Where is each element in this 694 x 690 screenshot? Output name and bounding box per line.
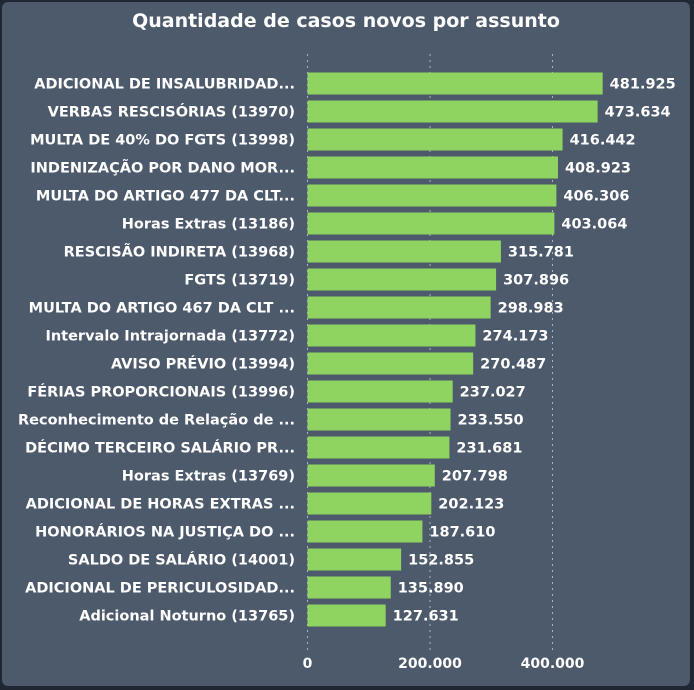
category-label: MULTA DO ARTIGO 477 DA CLT... <box>36 189 295 205</box>
category-label: ADICIONAL DE HORAS EXTRAS ... <box>26 497 295 513</box>
category-label: FGTS (13719) <box>184 273 295 289</box>
category-label: Horas Extras (13186) <box>122 217 295 233</box>
category-label: INDENIZAÇÃO POR DANO MOR... <box>30 160 295 177</box>
data-label: 416.442 <box>570 133 636 149</box>
category-label: MULTA DO ARTIGO 467 DA CLT ... <box>29 301 295 317</box>
category-label: HONORÁRIOS NA JUSTIÇA DO ... <box>35 524 295 541</box>
x-tick-label: 200.000 <box>398 656 462 672</box>
bar[interactable] <box>307 604 386 627</box>
category-label: AVISO PRÉVIO (13994) <box>111 356 295 373</box>
bar[interactable] <box>307 184 557 207</box>
data-label: 406.306 <box>563 189 629 205</box>
bar[interactable] <box>307 576 391 599</box>
bar[interactable] <box>307 380 453 403</box>
data-label: 237.027 <box>460 385 526 401</box>
data-label: 403.064 <box>561 217 627 233</box>
bar[interactable] <box>307 296 491 319</box>
bar[interactable] <box>307 100 598 123</box>
category-label: Reconhecimento de Relação de ... <box>18 413 295 429</box>
data-label: 233.550 <box>458 413 524 429</box>
category-label: ADICIONAL DE INSALUBRIDAD... <box>34 77 295 93</box>
data-label: 152.855 <box>408 553 474 569</box>
bar[interactable] <box>307 464 435 487</box>
bar[interactable] <box>307 128 563 151</box>
bar[interactable] <box>307 156 558 179</box>
bar[interactable] <box>307 548 402 571</box>
data-label: 315.781 <box>508 245 574 261</box>
category-label: VERBAS RESCISÓRIAS (13970) <box>48 103 295 121</box>
bar[interactable] <box>307 492 432 515</box>
x-tick-label: 400.000 <box>521 656 585 672</box>
x-tick-label: 0 <box>303 656 313 672</box>
data-label: 307.896 <box>503 273 569 289</box>
category-label: RESCISÃO INDIRETA (13968) <box>64 244 295 261</box>
bar[interactable] <box>307 72 603 95</box>
data-label: 298.983 <box>498 301 564 317</box>
data-label: 202.123 <box>438 497 504 513</box>
data-label: 408.923 <box>565 161 631 177</box>
bar[interactable] <box>307 212 555 235</box>
data-label: 127.631 <box>393 609 459 625</box>
category-label: MULTA DE 40% DO FGTS (13998) <box>30 133 295 149</box>
category-label: FÉRIAS PROPORCIONAIS (13996) <box>27 384 295 401</box>
category-label: SALDO DE SALÁRIO (14001) <box>68 552 295 569</box>
category-label: Intervalo Intrajornada (13772) <box>45 329 295 345</box>
bar[interactable] <box>307 408 451 431</box>
category-label: Horas Extras (13769) <box>122 469 295 485</box>
data-label: 135.890 <box>398 581 464 597</box>
data-label: 481.925 <box>610 77 676 93</box>
bar[interactable] <box>307 240 501 263</box>
category-label: Adicional Noturno (13765) <box>79 609 295 625</box>
bar[interactable] <box>307 352 474 375</box>
data-label: 187.610 <box>429 525 495 541</box>
category-label: ADICIONAL DE PERICULOSIDAD... <box>25 581 295 597</box>
category-label: DÉCIMO TERCEIRO SALÁRIO PR... <box>25 440 295 457</box>
bar[interactable] <box>307 520 423 543</box>
data-label: 270.487 <box>480 357 546 373</box>
data-label: 473.634 <box>605 105 671 121</box>
bar[interactable] <box>307 268 497 291</box>
bar[interactable] <box>307 436 450 459</box>
data-label: 231.681 <box>456 441 522 457</box>
data-label: 274.173 <box>482 329 548 345</box>
data-label: 207.798 <box>442 469 508 485</box>
chart-title: Quantidade de casos novos por assunto <box>132 10 560 32</box>
bar[interactable] <box>307 324 476 347</box>
